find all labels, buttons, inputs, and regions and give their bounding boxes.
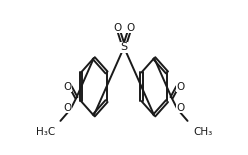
Text: CH₃: CH₃ bbox=[193, 127, 212, 137]
Text: S: S bbox=[121, 42, 127, 52]
Text: O: O bbox=[63, 103, 72, 113]
Text: O: O bbox=[176, 103, 185, 113]
Text: O: O bbox=[114, 23, 122, 33]
Text: H₃C: H₃C bbox=[36, 127, 55, 137]
Text: O: O bbox=[176, 82, 185, 92]
Text: O: O bbox=[126, 23, 134, 33]
Text: O: O bbox=[63, 82, 72, 92]
